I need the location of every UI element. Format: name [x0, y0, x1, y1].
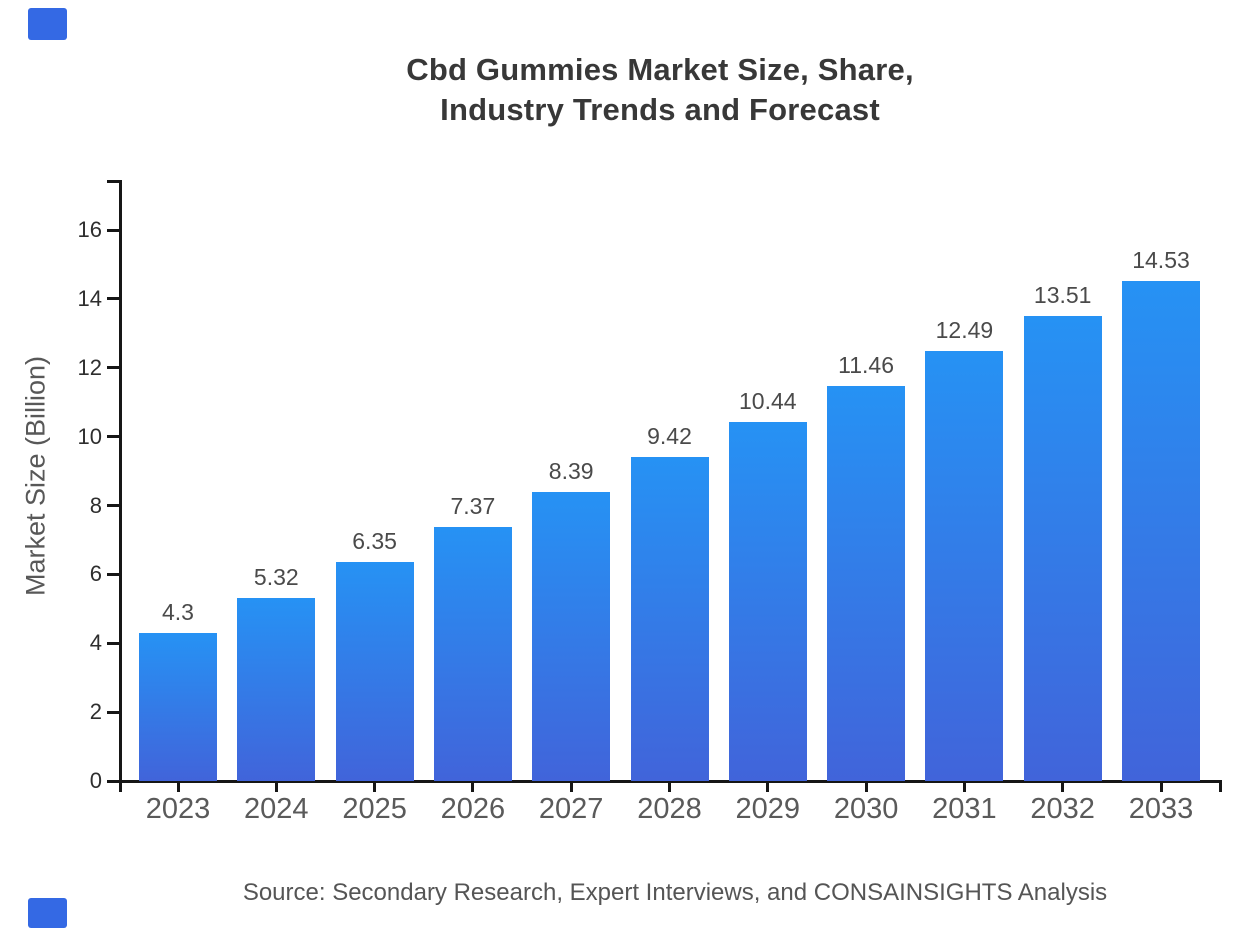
brand-accent-square-top-left — [28, 8, 67, 40]
x-axis-line — [107, 780, 1222, 783]
y-tick-label-10: 10 — [77, 423, 102, 449]
bar-value-label-2033: 14.53 — [1132, 246, 1190, 273]
bar-2030 — [827, 386, 906, 781]
y-tick-label-16: 16 — [77, 217, 102, 243]
bar-value-label-2026: 7.37 — [450, 493, 496, 520]
x-tick-2026 — [471, 781, 475, 792]
y-tick-8 — [107, 504, 120, 508]
y-axis-top-cap — [107, 180, 122, 183]
bar-value-label-2030: 11.46 — [838, 352, 895, 379]
bar-2029 — [728, 421, 807, 781]
bar-2032 — [1023, 315, 1102, 781]
x-tick-label-2025: 2025 — [342, 793, 407, 825]
x-tick-2027 — [569, 781, 573, 792]
bar-value-label-2023: 4.3 — [162, 598, 194, 625]
bar-value-label-2024: 5.32 — [253, 563, 299, 590]
y-tick-label-4: 4 — [89, 630, 102, 656]
bar-2026 — [433, 527, 512, 781]
bar-value-label-2031: 12.49 — [935, 316, 994, 343]
x-tick-2024 — [274, 781, 278, 792]
y-tick-6 — [107, 572, 120, 576]
source-note: Source: Secondary Research, Expert Inter… — [242, 879, 1108, 906]
bar-value-label-2032: 13.51 — [1033, 281, 1092, 308]
y-tick-10 — [107, 435, 120, 439]
x-tick-label-2023: 2023 — [145, 793, 211, 825]
y-tick-label-14: 14 — [77, 285, 102, 311]
bar-value-label-2025: 6.35 — [352, 528, 397, 555]
chart-title-line2: Industry Trends and Forecast — [440, 92, 880, 127]
bar-2031 — [925, 350, 1004, 781]
x-tick-2030 — [864, 781, 868, 792]
bar-2028 — [630, 456, 709, 781]
y-tick-16 — [107, 228, 120, 232]
x-tick-label-2030: 2030 — [833, 793, 899, 825]
x-tick-label-2026: 2026 — [440, 793, 506, 825]
x-tick-2031 — [962, 781, 966, 792]
bar-2024 — [237, 597, 316, 781]
y-tick-label-2: 2 — [89, 699, 102, 725]
x-tick-2033 — [1159, 781, 1163, 792]
x-tick-label-2024: 2024 — [244, 793, 309, 825]
x-tick-label-2028: 2028 — [637, 793, 702, 825]
y-tick-12 — [107, 366, 120, 370]
bar-value-label-2029: 10.44 — [739, 387, 797, 414]
bar-2033 — [1122, 280, 1200, 781]
x-tick-label-2031: 2031 — [932, 793, 997, 825]
x-tick-label-2033: 2033 — [1128, 793, 1194, 825]
x-tick-2023 — [176, 781, 180, 792]
chart-title: Cbd Gummies Market Size, Share, Industry… — [60, 50, 1260, 130]
y-axis-line — [119, 180, 122, 792]
y-tick-label-6: 6 — [89, 561, 102, 587]
x-axis-right-cap — [1219, 780, 1222, 792]
bar-value-label-2027: 8.39 — [548, 458, 594, 485]
x-tick-2029 — [766, 781, 770, 792]
y-tick-label-8: 8 — [89, 492, 102, 518]
x-tick-label-2029: 2029 — [735, 793, 801, 825]
x-tick-label-2032: 2032 — [1030, 793, 1095, 825]
x-tick-2028 — [668, 781, 671, 792]
y-tick-label-0: 0 — [89, 768, 102, 793]
x-tick-2025 — [373, 781, 377, 792]
y-tick-label-12: 12 — [77, 354, 102, 380]
bar-2025 — [335, 562, 414, 781]
y-tick-4 — [107, 641, 120, 645]
x-tick-2032 — [1061, 781, 1065, 792]
bar-2027 — [532, 492, 611, 781]
chart-title-line1: Cbd Gummies Market Size, Share, — [406, 52, 914, 87]
y-tick-0 — [107, 779, 120, 783]
bar-2023 — [139, 632, 217, 781]
y-tick-2 — [107, 710, 120, 714]
bar-value-label-2028: 9.42 — [647, 422, 692, 449]
x-tick-label-2027: 2027 — [538, 793, 604, 825]
y-tick-14 — [107, 297, 120, 301]
